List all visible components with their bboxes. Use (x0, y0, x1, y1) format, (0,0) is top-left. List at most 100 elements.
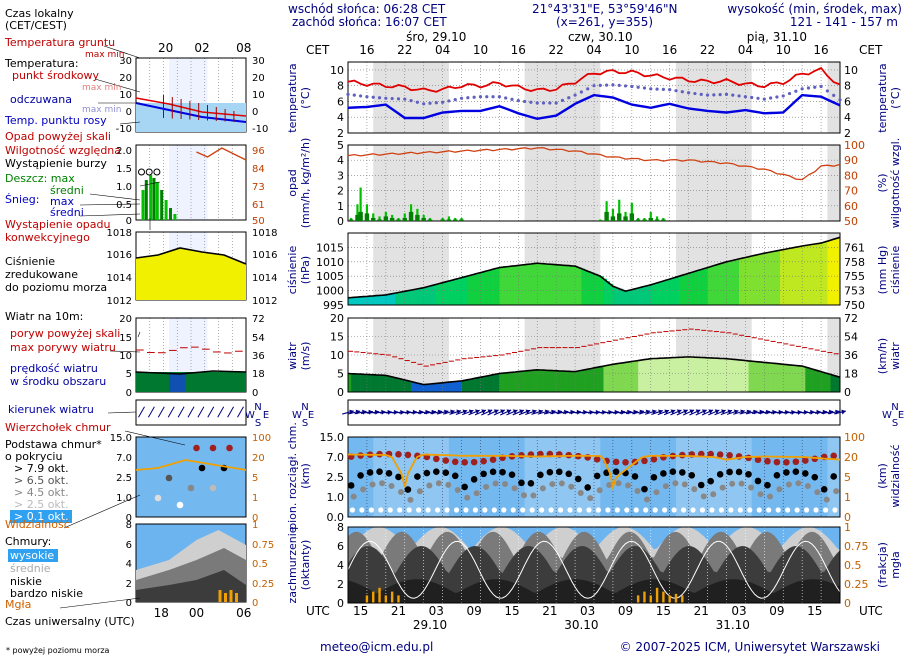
cloud-base-dot (489, 468, 497, 476)
axis-title: temperatura (286, 63, 299, 132)
legend-connector (89, 193, 141, 201)
y-tick-label: 8 (844, 80, 851, 93)
wind-arrow (487, 409, 499, 416)
cloud-base-dot (473, 490, 480, 497)
wind-arrow-head (525, 409, 531, 415)
y-tick-label: 1000 (316, 285, 344, 298)
felt-temp-dot (687, 91, 691, 95)
wind-speed-fill (483, 376, 488, 392)
cloud-base-dot (539, 507, 545, 513)
cloud-top-dot (461, 459, 468, 466)
pressure-fill (414, 289, 418, 305)
pressure-fill (764, 253, 768, 305)
wind-arrow (493, 409, 506, 416)
pressure-fill (795, 247, 800, 305)
legend-arrow-shaft (237, 406, 244, 418)
wind-kmh-label: 54 (844, 331, 858, 344)
footer-email[interactable]: meteo@icm.edu.pl (320, 640, 434, 654)
pressure-fill (735, 259, 740, 305)
cloud-base-dot (679, 469, 686, 476)
visibility-label: 5 (844, 471, 851, 484)
compass-w: W (292, 410, 302, 421)
wind-arrow-head (462, 409, 468, 415)
pressure-fill (758, 254, 762, 305)
pressure-fill (401, 291, 406, 305)
pressure-fill (559, 264, 563, 305)
wind-arrow (481, 409, 493, 416)
legend-tick: 1.0 (116, 493, 132, 504)
wind-speed-fill (379, 375, 383, 392)
felt-temp-dot (409, 99, 413, 103)
legend-frame (135, 144, 247, 221)
y-tick-label: 15 (330, 331, 344, 344)
wind-arrow-head (519, 409, 524, 415)
fog-bar (655, 587, 659, 603)
cet-label-left: CET (306, 43, 330, 57)
pressure-fill (556, 264, 560, 305)
cloud-height-label: 7.0 (327, 451, 345, 464)
cloud-base-dot (680, 507, 687, 513)
wind-speed-fill (650, 358, 655, 392)
pressure-fill (802, 245, 806, 305)
wind-arrow (651, 409, 663, 415)
panel-frame (347, 61, 841, 134)
legend-tick: 10 (119, 90, 132, 101)
pressure-fill (578, 267, 582, 305)
pressure-fill (811, 244, 816, 305)
legend-storm-mark (153, 168, 161, 176)
legend-pressure2: zredukowane (5, 268, 78, 281)
pressure-fill (575, 266, 579, 305)
wind-speed-fill (467, 379, 472, 392)
compass-n: N (891, 402, 898, 413)
pressure-fill (448, 281, 453, 305)
cloud-base-dot (587, 495, 594, 502)
pressure-fill (480, 272, 484, 305)
top-tick-label: 04 (738, 43, 753, 57)
legend-tick: 20 (119, 73, 132, 84)
pressure-fill (594, 273, 598, 305)
axis-title: (%) (876, 173, 889, 192)
wind-speed-fill (764, 362, 768, 392)
wind-speed-fill (448, 382, 453, 392)
precip-mid-bar (617, 213, 622, 221)
cloud-base-dot (633, 507, 639, 513)
legend-tick: 30 (119, 56, 132, 67)
pressure-fill (423, 287, 428, 305)
wind-speed-fill (799, 365, 803, 392)
legend-storm-mark (145, 168, 153, 176)
legend-precip-bar (173, 214, 177, 220)
wind-speed-fill (657, 358, 661, 392)
legend-tick: 1.0 (116, 182, 132, 193)
cloud-top-dot (395, 450, 402, 458)
pressure-fill (436, 284, 440, 305)
precip-mid-bar (610, 216, 616, 221)
pressure-fill (546, 263, 551, 305)
wind-speed-fill (423, 384, 428, 392)
cloud-base-dot (483, 483, 490, 490)
pressure-fill (521, 265, 525, 305)
wind-arrow-head (701, 409, 707, 414)
wind-speed-fill (360, 374, 365, 392)
legend-tick: 84 (252, 164, 265, 175)
precip-max-bar (630, 202, 633, 221)
felt-temp-dot (813, 85, 817, 89)
legend-high-highlight (8, 549, 58, 562)
cloud-top-dot (773, 458, 781, 466)
precip-mid-bar (642, 219, 647, 221)
legend-cloud-dot (198, 464, 206, 472)
wind-arrow-head (512, 409, 518, 414)
wind-arrow (663, 409, 676, 416)
wind-arrow (657, 409, 670, 416)
axis-title: opad (286, 169, 299, 196)
wind-kmh-label: 36 (844, 349, 858, 362)
precip-max-bar (365, 204, 369, 221)
fog-bar (649, 595, 652, 603)
pressure-fill (657, 282, 661, 305)
pressure-fill (382, 295, 387, 305)
pressure-fill (694, 271, 699, 305)
visibility-label: 100 (844, 431, 865, 444)
felt-temp-dot (453, 98, 457, 102)
y-tick-label: 4 (844, 111, 851, 124)
precip-max-bar (655, 216, 659, 221)
cloud-base-dot (463, 507, 469, 513)
